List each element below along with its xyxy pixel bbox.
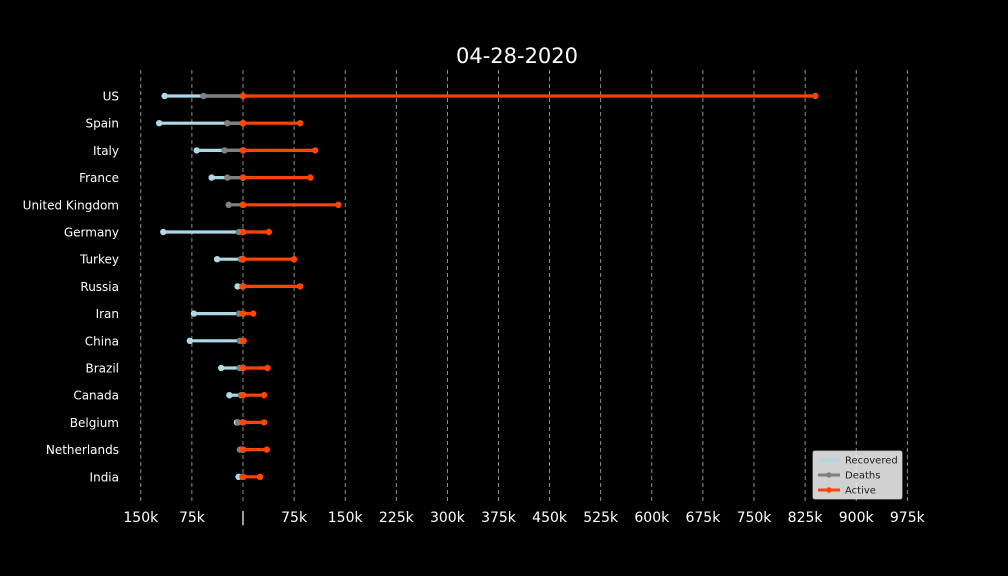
legend-marker [826, 487, 832, 493]
series-point [312, 147, 319, 154]
gridlines [140, 70, 908, 503]
x-tick-label: 375k [481, 510, 517, 526]
legend: Recovered Deaths Active [812, 450, 903, 500]
y-tick-label: Iran [96, 307, 119, 321]
y-tick-label: Netherlands [46, 443, 119, 457]
series-point [239, 147, 247, 154]
x-tick-label: 450k [532, 510, 568, 526]
series-point [224, 174, 231, 181]
y-tick-label: China [85, 334, 119, 348]
series-point [217, 364, 225, 372]
x-tick-label: 750k [737, 510, 773, 526]
x-tick-label: 900k [839, 510, 875, 526]
series-point [290, 256, 298, 263]
x-tick-label: 525k [583, 510, 619, 526]
y-tick-label: India [90, 470, 119, 484]
series-point [190, 310, 198, 317]
x-tick-label: 150k [328, 510, 364, 526]
series-point [260, 419, 268, 426]
series-point [307, 174, 314, 181]
x-tick-label: 75k [179, 510, 206, 526]
series-point [335, 201, 342, 208]
y-axis: US Spain Italy France United Kingdom Germany T… [23, 90, 119, 485]
series-point [239, 201, 247, 208]
y-tick-label: United Kingdom [23, 198, 119, 212]
series-point [160, 228, 167, 236]
x-tick-label: 675k [685, 510, 721, 526]
series-point [250, 310, 257, 317]
series-point [264, 364, 271, 372]
y-tick-label: Brazil [86, 362, 120, 376]
series-point [239, 473, 247, 480]
series-point [240, 337, 247, 344]
series-point [161, 92, 168, 100]
series-point [226, 392, 233, 399]
x-tick-label: 975k [890, 510, 926, 526]
x-tick-label: 75k [281, 510, 308, 526]
series-point [239, 228, 247, 236]
x-tick-label: 600k [634, 510, 670, 526]
series-point [235, 419, 242, 426]
legend-label: Active [845, 486, 876, 497]
series-point [213, 256, 221, 263]
legend-marker [826, 472, 832, 478]
series-point [239, 256, 247, 263]
y-tick-label: Turkey [79, 253, 119, 267]
series-point [186, 337, 194, 344]
legend-box [812, 450, 903, 500]
series-point [234, 283, 241, 290]
series-point [239, 120, 247, 127]
series-point [239, 419, 247, 426]
series-point [239, 392, 247, 399]
y-tick-label: US [103, 90, 119, 104]
y-tick-label: Spain [85, 117, 119, 131]
y-tick-label: Germany [64, 226, 119, 240]
series-point [239, 283, 247, 290]
series-point [224, 120, 231, 127]
chart-marks [155, 92, 819, 480]
series-point [297, 283, 304, 290]
series-point [193, 147, 200, 154]
series-point [263, 446, 271, 453]
y-tick-label: Canada [73, 389, 119, 403]
series-point [239, 92, 247, 100]
y-tick-label: France [79, 171, 119, 185]
series-point [208, 174, 215, 181]
y-tick-label: Italy [93, 144, 119, 158]
series-point [225, 201, 232, 208]
legend-marker [826, 457, 832, 463]
y-tick-label: Russia [80, 280, 119, 294]
series-point [239, 364, 247, 372]
series-point [239, 310, 247, 317]
series-point [265, 228, 273, 236]
series-point [297, 120, 304, 127]
x-axis: 150k 75k | 75k 150k 225k 300k 375k 450k 525k 600k 6… [123, 510, 925, 526]
x-tick-label: 225k [379, 510, 415, 526]
chart-title: 04-28-2020 [456, 44, 578, 68]
y-tick-label: Belgium [70, 416, 119, 430]
x-tick-label: 300k [430, 510, 466, 526]
series-point [221, 147, 228, 154]
x-tick-label: 825k [788, 510, 824, 526]
series-point [200, 92, 207, 100]
x-tick-label: | [241, 510, 246, 526]
x-tick-label: 150k [123, 510, 159, 526]
series-point [239, 446, 247, 453]
series-point [239, 174, 247, 181]
legend-label: Recovered [845, 456, 898, 467]
series-point [155, 120, 163, 127]
series-point [260, 392, 268, 399]
legend-label: Deaths [845, 471, 880, 482]
series-point [812, 92, 819, 100]
series-point [256, 473, 264, 480]
